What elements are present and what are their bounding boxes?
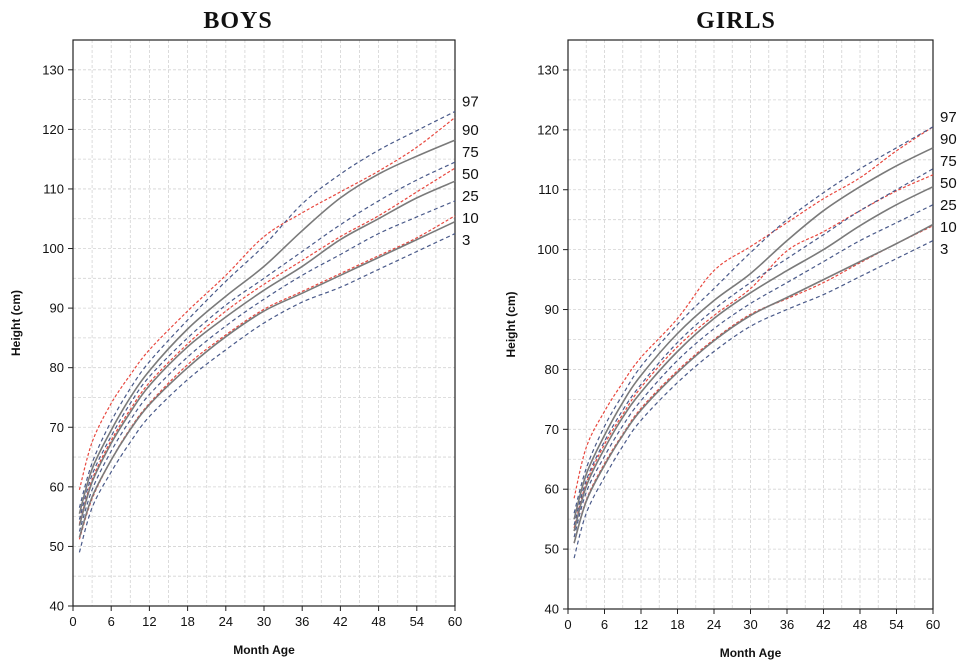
boys-x-tick-label: 6 [108, 614, 115, 629]
girls-x-tick-label: 36 [780, 617, 794, 632]
girls-percentile-label: 10 [940, 219, 957, 236]
boys-y-tick-label: 60 [50, 479, 64, 494]
girls-percentile-50-line [573, 185, 934, 532]
boys-grid [73, 40, 455, 606]
girls-x-tick-label: 54 [889, 617, 903, 632]
boys-percentile-label: 3 [462, 232, 470, 249]
girls-percentile-label: 50 [940, 175, 957, 192]
boys-y-tick-label: 100 [42, 241, 64, 256]
girls-x-tick-label: 6 [601, 617, 608, 632]
boys-reference-line-7 [78, 117, 456, 490]
boys-y-axis-label: Height (cm) [9, 290, 23, 356]
boys-x-tick-label: 18 [180, 614, 194, 629]
girls-x-tick-label: 0 [564, 617, 571, 632]
girls-percentile-label: 3 [940, 241, 948, 258]
girls-percentile-90-line [573, 147, 934, 520]
girls-percentile-label: 75 [940, 153, 957, 170]
girls-y-tick-label: 40 [545, 602, 559, 617]
girls-percentile-label: 90 [940, 131, 957, 148]
girls-percentile-25-line [573, 204, 934, 538]
girls-y-tick-label: 90 [545, 302, 559, 317]
boys-y-tick-label: 80 [50, 360, 64, 375]
boys-percentile-label: 50 [462, 166, 479, 183]
boys-percentile-50-line [78, 180, 456, 526]
boys-x-tick-label: 48 [371, 614, 385, 629]
boys-y-tick-label: 50 [50, 539, 64, 554]
girls-y-tick-label: 60 [545, 482, 559, 497]
boys-percentile-75-line [78, 161, 456, 520]
girls-percentile-10-line [573, 223, 934, 544]
boys-y-tick-label: 130 [42, 62, 64, 77]
boys-percentile-25-line [78, 200, 456, 532]
boys-x-tick-label: 54 [410, 614, 424, 629]
girls-percentile-label: 25 [940, 197, 957, 214]
girls-percentile-75-line [573, 168, 934, 526]
girls-y-axis-label: Height (cm) [504, 291, 518, 357]
girls-x-tick-label: 18 [670, 617, 684, 632]
girls-percentile-3-line [573, 240, 934, 559]
boys-x-tick-label: 24 [219, 614, 233, 629]
girls-y-tick-label: 100 [537, 242, 559, 257]
girls-grid [568, 40, 933, 609]
boys-percentile-label: 90 [462, 122, 479, 139]
girls-x-tick-label: 24 [707, 617, 721, 632]
boys-y-tick-label: 120 [42, 122, 64, 137]
boys-y-tick-label: 110 [43, 181, 64, 196]
girls-x-tick-label: 48 [853, 617, 867, 632]
boys-percentile-label: 25 [462, 188, 479, 205]
girls-y-tick-label: 110 [538, 182, 559, 197]
girls-x-tick-label: 12 [634, 617, 648, 632]
boys-y-tick-label: 90 [50, 301, 64, 316]
girls-x-axis-label: Month Age [720, 646, 782, 660]
boys-chart-title: BOYS [203, 8, 272, 34]
girls-x-tick-label: 30 [743, 617, 757, 632]
girls-chart-panel: GIRLS 0 6 12 18 24 30 36 42 48 54 60 40 50 60 70 80 90 100… [504, 8, 957, 660]
girls-y-tick-label: 130 [537, 62, 559, 77]
girls-reference-line-8 [573, 174, 934, 529]
girls-x-tick-label: 60 [926, 617, 940, 632]
boys-percentile-label: 10 [462, 210, 479, 227]
boys-x-tick-label: 0 [69, 614, 76, 629]
girls-x-tick-label: 42 [816, 617, 830, 632]
boys-percentile-label: 97 [462, 93, 479, 110]
girls-chart-title: GIRLS [696, 8, 776, 34]
boys-percentile-97-line [78, 110, 456, 508]
boys-x-axis-label: Month Age [233, 643, 295, 657]
boys-x-tick-label: 30 [257, 614, 271, 629]
boys-y-tick-label: 70 [50, 420, 64, 435]
boys-x-tick-label: 12 [142, 614, 156, 629]
boys-x-tick-label: 42 [333, 614, 347, 629]
girls-y-tick-label: 120 [537, 122, 559, 137]
boys-y-tick-label: 40 [50, 599, 64, 614]
girls-y-tick-label: 80 [545, 362, 559, 377]
boys-percentile-10-line [78, 220, 456, 538]
girls-percentile-97-line [573, 126, 934, 514]
boys-reference-line-8 [78, 167, 456, 524]
boys-percentile-label: 75 [462, 144, 479, 161]
girls-y-tick-label: 50 [545, 542, 559, 557]
girls-reference-line-7 [573, 126, 934, 499]
boys-x-tick-label: 60 [448, 614, 462, 629]
boys-percentile-90-line [78, 139, 456, 514]
boys-percentile-3-line [78, 233, 456, 553]
boys-chart-panel: BOYS 0 6 12 18 24 30 36 42 48 54 60 40 50 60 70 80 90 100 1… [9, 8, 479, 657]
girls-percentile-label: 97 [940, 109, 957, 126]
boys-x-tick-label: 36 [295, 614, 309, 629]
girls-y-tick-label: 70 [545, 422, 559, 437]
girls-reference-line-9 [573, 225, 934, 544]
